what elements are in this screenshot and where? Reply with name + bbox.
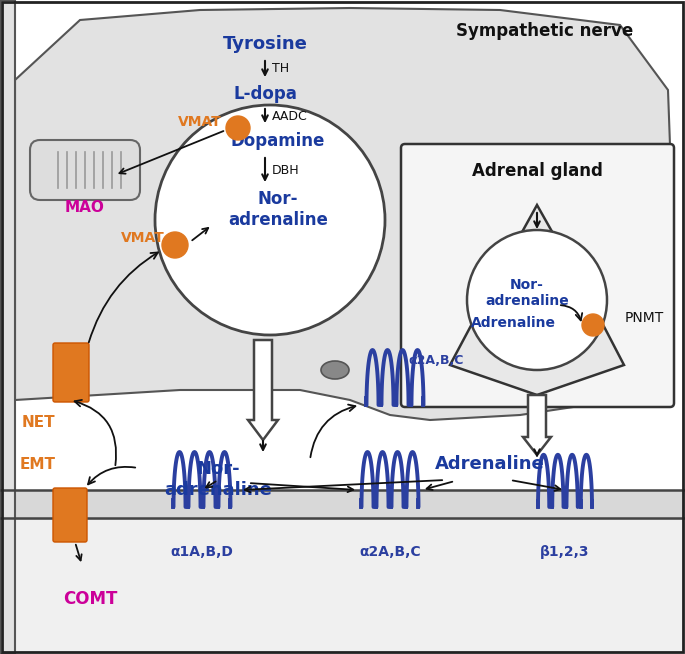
Circle shape xyxy=(582,314,604,336)
FancyBboxPatch shape xyxy=(53,343,89,402)
Text: MAO: MAO xyxy=(65,200,105,215)
Text: Sympathetic nerve: Sympathetic nerve xyxy=(456,22,634,40)
Polygon shape xyxy=(450,205,624,395)
Circle shape xyxy=(155,105,385,335)
FancyBboxPatch shape xyxy=(401,144,674,407)
Text: TH: TH xyxy=(272,63,289,75)
Text: L-dopa: L-dopa xyxy=(233,85,297,103)
Text: VMAT: VMAT xyxy=(178,115,222,129)
Text: α1A,B,D: α1A,B,D xyxy=(171,545,234,559)
FancyBboxPatch shape xyxy=(53,488,87,542)
Text: β1,2,3: β1,2,3 xyxy=(540,545,590,559)
Polygon shape xyxy=(0,0,15,654)
Text: α2A,B,C: α2A,B,C xyxy=(408,354,463,366)
Polygon shape xyxy=(15,8,672,420)
Text: Dopamine: Dopamine xyxy=(231,132,325,150)
Text: COMT: COMT xyxy=(63,590,117,608)
FancyArrowPatch shape xyxy=(75,400,116,465)
Circle shape xyxy=(226,116,250,140)
Text: α2A,B,C: α2A,B,C xyxy=(359,545,421,559)
Text: NET: NET xyxy=(21,415,55,430)
Bar xyxy=(0,520,685,654)
FancyArrowPatch shape xyxy=(89,252,158,342)
FancyArrow shape xyxy=(523,395,551,455)
FancyArrow shape xyxy=(248,340,278,440)
Text: AADC: AADC xyxy=(272,109,308,122)
Text: Adrenaline: Adrenaline xyxy=(435,455,545,473)
Circle shape xyxy=(162,232,188,258)
FancyArrowPatch shape xyxy=(310,405,356,457)
Text: Nor-
adrenaline: Nor- adrenaline xyxy=(485,278,569,308)
Ellipse shape xyxy=(321,361,349,379)
FancyBboxPatch shape xyxy=(30,140,140,200)
Text: DBH: DBH xyxy=(272,164,299,177)
Text: EMT: EMT xyxy=(20,457,56,472)
Text: Adrenal gland: Adrenal gland xyxy=(471,162,602,180)
Text: Adrenaline: Adrenaline xyxy=(471,316,556,330)
Circle shape xyxy=(467,230,607,370)
FancyArrowPatch shape xyxy=(561,305,582,320)
Bar xyxy=(0,490,685,654)
Text: Nor-
adrenaline: Nor- adrenaline xyxy=(164,460,272,499)
Text: Tyrosine: Tyrosine xyxy=(223,35,308,53)
FancyArrowPatch shape xyxy=(88,467,135,485)
Text: PNMT: PNMT xyxy=(625,311,664,325)
Text: VMAT: VMAT xyxy=(121,231,165,245)
Text: Nor-
adrenaline: Nor- adrenaline xyxy=(228,190,328,229)
